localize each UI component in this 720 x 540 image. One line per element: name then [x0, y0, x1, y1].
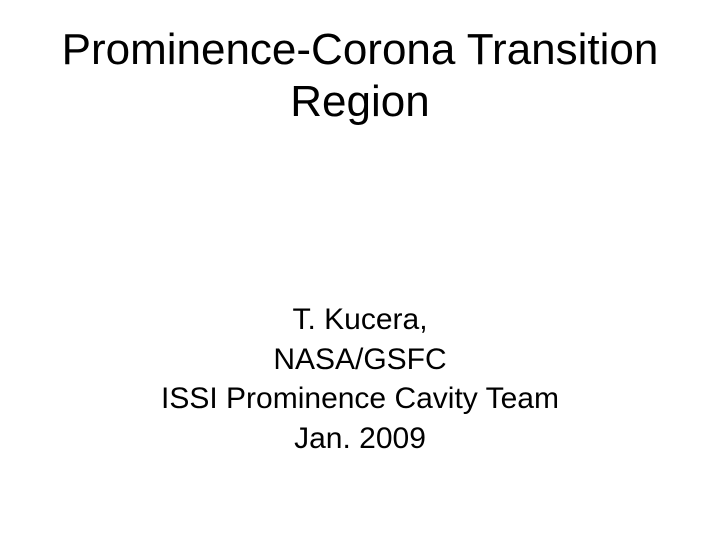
- team-line: ISSI Prominence Cavity Team: [0, 379, 720, 419]
- slide: Prominence-Corona Transition Region T. K…: [0, 0, 720, 540]
- title-line-2: Region: [0, 76, 720, 128]
- affiliation-line: NASA/GSFC: [0, 340, 720, 380]
- body-block: T. Kucera, NASA/GSFC ISSI Prominence Cav…: [0, 300, 720, 458]
- author-line: T. Kucera,: [0, 300, 720, 340]
- title-line-1: Prominence-Corona Transition: [0, 24, 720, 76]
- date-line: Jan. 2009: [0, 419, 720, 459]
- title-block: Prominence-Corona Transition Region: [0, 24, 720, 128]
